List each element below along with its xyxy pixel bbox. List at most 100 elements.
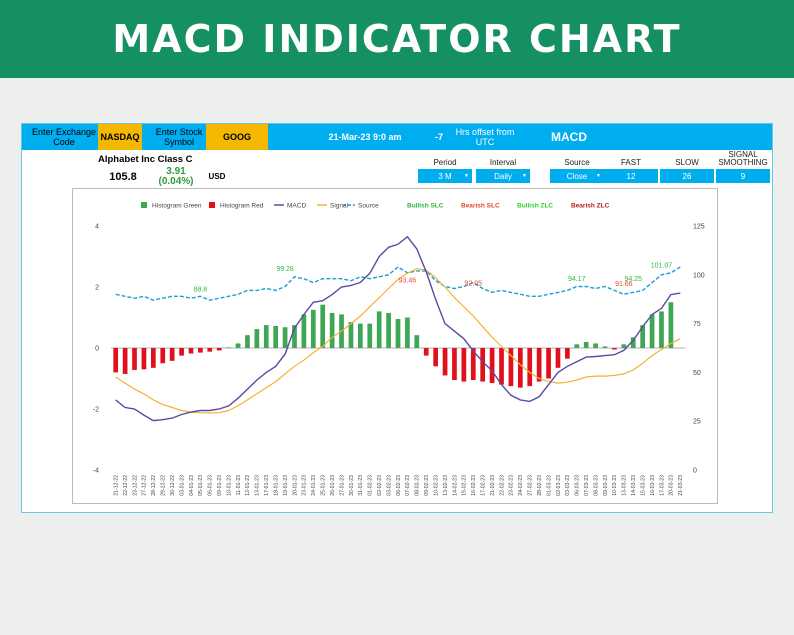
histogram-red-bar (150, 348, 156, 368)
histogram-red-bar (169, 348, 175, 361)
annotation-label: 93.46 (399, 278, 417, 285)
dropdown-arrow-icon[interactable]: ▼ (522, 173, 527, 179)
histogram-red-bar (141, 348, 147, 370)
histogram-green-bar (659, 311, 664, 348)
y-left-tick: 4 (95, 224, 99, 231)
legend-label: Source (358, 203, 379, 210)
histogram-red-bar (423, 348, 429, 356)
x-tick-label: 30-12-22 (170, 475, 176, 496)
histogram-red-bar (527, 348, 533, 387)
x-tick-label: 02-02-23 (377, 475, 383, 496)
histogram-red-bar (470, 348, 476, 381)
histogram-green-bar (621, 344, 627, 348)
param-label-3: FAST (620, 158, 641, 167)
histogram-red-bar (207, 348, 213, 352)
x-tick-label: 27-01-23 (339, 475, 345, 496)
x-tick-label: 17-01-23 (264, 475, 270, 496)
chart-svg: Histogram Green Histogram Red MACD Signal So… (93, 202, 705, 496)
symbol-input[interactable]: GOOG (206, 124, 268, 150)
signal-line (115, 268, 681, 414)
x-tick-label: 11-01-23 (236, 475, 242, 495)
y-left-tick: 2 (95, 285, 99, 292)
histogram-red-bar (452, 348, 457, 381)
histogram-red-bar (480, 348, 486, 382)
histogram-red-bar (461, 348, 467, 382)
param-input-1[interactable]: Daily ▼ (476, 169, 530, 183)
y-right-tick: 100 (693, 272, 705, 279)
legend-label: MACD (287, 203, 306, 210)
param-label-5: SIGNAL SMOOTHING (718, 150, 768, 167)
histogram-green-bar (649, 314, 655, 348)
x-tick-label: 16-02-23 (471, 475, 477, 496)
y-left-tick: 0 (95, 346, 99, 353)
param-input-0[interactable]: 3 M ▼ (418, 169, 472, 183)
histogram-red-bar (536, 348, 542, 382)
x-tick-label: 22-02-23 (499, 475, 505, 496)
x-tick-label: 05-01-23 (198, 475, 204, 496)
legend-label: Signal (330, 203, 349, 210)
exchange-input[interactable]: NASDAQ (98, 124, 142, 150)
x-tick-label: 21-02-23 (490, 475, 496, 496)
histogram-green-bar (245, 335, 250, 348)
x-tick-label: 07-03-23 (584, 475, 590, 496)
dropdown-arrow-icon[interactable]: ▼ (464, 173, 469, 179)
param-input-5[interactable]: 9 (716, 169, 770, 183)
spreadsheet-panel: Enter Exchange Code NASDAQ Enter Stock S… (21, 123, 773, 513)
legend-label: Histogram Green (152, 203, 202, 210)
histogram-green-bar (329, 312, 335, 348)
x-tick-label: 17-02-23 (481, 475, 487, 496)
histogram-red-bar (179, 348, 184, 356)
annotation-label: 99.28 (276, 266, 294, 273)
histogram-green-bar (583, 341, 589, 348)
histogram-green-bar (405, 317, 410, 348)
x-tick-label: 14-03-23 (631, 475, 637, 496)
x-tick-label: 03-02-23 (386, 475, 392, 496)
histogram-red-bar (433, 348, 438, 367)
param-label-1: Interval (489, 158, 517, 167)
histogram-red-bar (132, 348, 137, 370)
indicator-name: MACD (551, 130, 587, 144)
currency: USD (208, 172, 226, 181)
legend-label: Histogram Red (220, 203, 264, 210)
legend-label: Bearish SLC (461, 203, 500, 210)
histogram-green-bar (301, 314, 307, 348)
histogram-green-bar (602, 346, 608, 348)
y-left-tick: -2 (93, 407, 99, 414)
annotation-label: 101.07 (651, 263, 673, 270)
param-label-0: Period (433, 158, 457, 167)
x-tick-label: 23-02-23 (509, 475, 515, 496)
param-input-4[interactable]: 26 (660, 169, 714, 183)
histogram-red-bar (198, 348, 203, 353)
source-line (115, 266, 681, 301)
param-input-3[interactable]: 12 (604, 169, 658, 183)
x-tick-label: 02-03-23 (556, 475, 562, 496)
utc-label: Hrs offset from UTC (455, 127, 515, 147)
histogram-green-bar (320, 304, 326, 348)
histogram-red-bar (517, 348, 523, 388)
utc-offset-input[interactable]: -7 (434, 132, 443, 142)
x-tick-label: 21-12-22 (113, 475, 119, 496)
param-label-4: SLOW (675, 158, 699, 167)
histogram-red-bar (216, 348, 222, 351)
x-tick-label: 31-01-23 (358, 475, 364, 496)
param-input-2[interactable]: Close ▼ (550, 169, 604, 183)
x-tick-label: 03-01-23 (179, 475, 185, 496)
x-tick-label: 03-03-23 (565, 475, 571, 496)
x-tick-label: 15-03-23 (641, 475, 647, 496)
histogram-red-bar (442, 348, 448, 376)
histogram-green-bar (226, 347, 231, 348)
x-tick-label: 15-02-23 (462, 475, 468, 496)
annotation-label: 94.17 (568, 276, 586, 283)
histogram-green-bar (273, 326, 279, 348)
x-tick-label: 30-01-23 (349, 475, 355, 496)
histogram-red-bar (160, 348, 166, 364)
x-tick-label: 17-03-23 (659, 475, 665, 496)
x-tick-label: 10-03-23 (612, 475, 618, 496)
macd-line (115, 235, 681, 422)
histogram-red-bar (113, 348, 119, 373)
x-tick-label: 01-02-23 (368, 475, 374, 496)
histogram-green-bar (414, 335, 420, 348)
dropdown-arrow-icon[interactable]: ▼ (596, 173, 601, 179)
x-tick-label: 27-02-23 (528, 475, 534, 496)
annotation-label: 91.66 (615, 281, 633, 288)
